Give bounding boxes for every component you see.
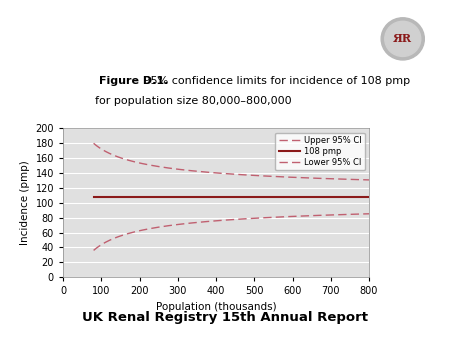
- Legend: Upper 95% CI, 108 pmp, Lower 95% CI: Upper 95% CI, 108 pmp, Lower 95% CI: [275, 132, 365, 170]
- Text: ЯR: ЯR: [393, 33, 412, 44]
- Text: Figure D.1.: Figure D.1.: [99, 76, 168, 86]
- Circle shape: [385, 21, 421, 56]
- Text: 95% confidence limits for incidence of 108 pmp: 95% confidence limits for incidence of 1…: [140, 76, 410, 86]
- X-axis label: Population (thousands): Population (thousands): [156, 302, 276, 312]
- Y-axis label: Incidence (pmp): Incidence (pmp): [20, 161, 30, 245]
- Text: for population size 80,000–800,000: for population size 80,000–800,000: [95, 96, 292, 106]
- Circle shape: [381, 18, 424, 60]
- Text: UK Renal Registry 15th Annual Report: UK Renal Registry 15th Annual Report: [82, 312, 368, 324]
